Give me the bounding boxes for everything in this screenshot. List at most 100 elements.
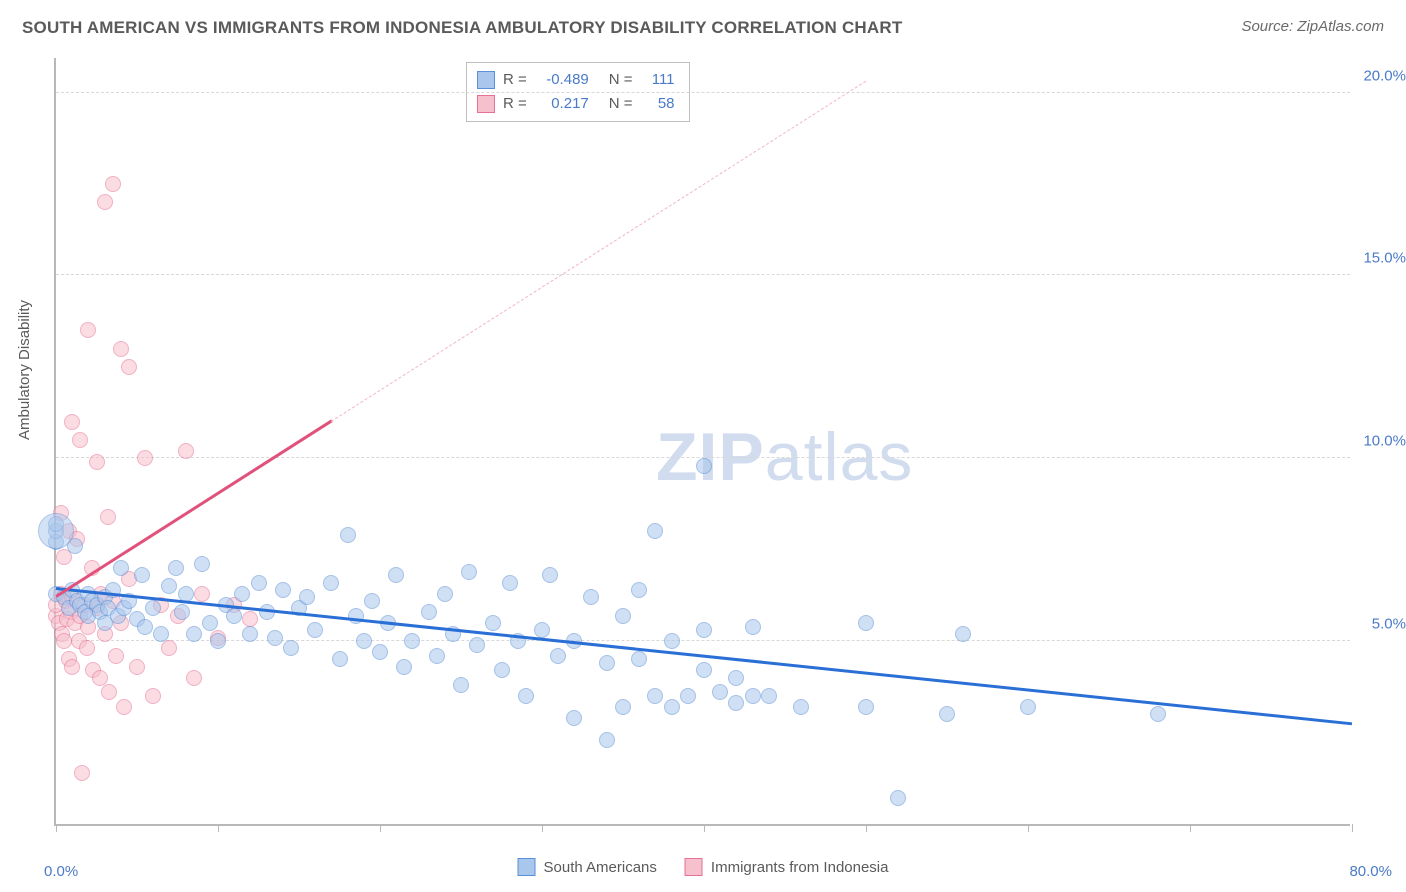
data-point [647, 688, 663, 704]
data-point [631, 651, 647, 667]
stats-r-label: R = [503, 68, 527, 92]
data-point [275, 582, 291, 598]
gridline [56, 274, 1350, 275]
data-point [64, 659, 80, 675]
data-point [137, 619, 153, 635]
y-tick-label: 5.0% [1354, 616, 1406, 633]
chart-title: SOUTH AMERICAN VS IMMIGRANTS FROM INDONE… [22, 18, 902, 38]
data-point [92, 670, 108, 686]
source-label: Source: ZipAtlas.com [1241, 18, 1384, 35]
data-point [134, 567, 150, 583]
data-point [761, 688, 777, 704]
data-point [79, 640, 95, 656]
stats-row: R = -0.489 N = 111 [477, 68, 675, 92]
data-point [108, 648, 124, 664]
data-point [113, 341, 129, 357]
legend-item: South Americans [518, 858, 657, 876]
stats-n-value: 58 [641, 92, 675, 116]
data-point [437, 586, 453, 602]
data-point [566, 710, 582, 726]
x-tick [380, 824, 381, 832]
data-point [550, 648, 566, 664]
data-point [161, 578, 177, 594]
data-point [858, 699, 874, 715]
data-point [599, 655, 615, 671]
x-tick [866, 824, 867, 832]
data-point [583, 589, 599, 605]
trendline [55, 419, 332, 597]
data-point [599, 732, 615, 748]
x-axis-max-label: 80.0% [1349, 863, 1392, 880]
data-point [712, 684, 728, 700]
data-point [186, 626, 202, 642]
y-axis-label: Ambulatory Disability [16, 300, 33, 440]
data-point [680, 688, 696, 704]
data-point [745, 688, 761, 704]
stats-row: R = 0.217 N = 58 [477, 92, 675, 116]
x-tick [56, 824, 57, 832]
data-point [631, 582, 647, 598]
data-point [97, 194, 113, 210]
y-tick-label: 15.0% [1354, 250, 1406, 267]
data-point [178, 443, 194, 459]
data-point [728, 670, 744, 686]
data-point [332, 651, 348, 667]
data-point [101, 684, 117, 700]
x-tick [218, 824, 219, 832]
data-point [202, 615, 218, 631]
data-point [226, 608, 242, 624]
plot-area: ZIPatlas R =-0.489N =111R =0.217N =58 5.… [54, 58, 1350, 826]
data-point [793, 699, 809, 715]
data-point [72, 432, 88, 448]
y-tick-label: 20.0% [1354, 67, 1406, 84]
data-point [469, 637, 485, 653]
data-point [388, 567, 404, 583]
data-point [129, 659, 145, 675]
data-point [194, 586, 210, 602]
stats-r-value: -0.489 [535, 68, 589, 92]
data-point [461, 564, 477, 580]
data-point [145, 600, 161, 616]
legend: South Americans Immigrants from Indonesia [518, 858, 889, 876]
x-tick [542, 824, 543, 832]
data-point [340, 527, 356, 543]
trendline-dashed [331, 81, 866, 422]
data-point [168, 560, 184, 576]
trendline [56, 587, 1352, 725]
data-point [194, 556, 210, 572]
legend-label: South Americans [544, 859, 657, 876]
data-point [1020, 699, 1036, 715]
data-point [647, 523, 663, 539]
data-point [745, 619, 761, 635]
data-point [323, 575, 339, 591]
data-point [116, 699, 132, 715]
stats-n-value: 111 [641, 68, 675, 92]
data-point [89, 454, 105, 470]
data-point [242, 611, 258, 627]
legend-swatch [685, 858, 703, 876]
stats-r-value: 0.217 [535, 92, 589, 116]
x-axis-min-label: 0.0% [44, 863, 78, 880]
data-point [696, 458, 712, 474]
data-point [251, 575, 267, 591]
data-point [1150, 706, 1166, 722]
data-point [890, 790, 906, 806]
data-point [696, 622, 712, 638]
stats-r-label: R = [503, 92, 527, 116]
data-point [161, 640, 177, 656]
data-point [242, 626, 258, 642]
legend-label: Immigrants from Indonesia [711, 859, 889, 876]
x-tick [1028, 824, 1029, 832]
data-point [542, 567, 558, 583]
data-point [210, 633, 226, 649]
data-point [372, 644, 388, 660]
data-point [664, 633, 680, 649]
stats-n-label: N = [609, 92, 633, 116]
data-point [396, 659, 412, 675]
data-point [74, 765, 90, 781]
stats-n-label: N = [609, 68, 633, 92]
data-point [404, 633, 420, 649]
data-point [100, 509, 116, 525]
data-point [299, 589, 315, 605]
data-point [615, 608, 631, 624]
